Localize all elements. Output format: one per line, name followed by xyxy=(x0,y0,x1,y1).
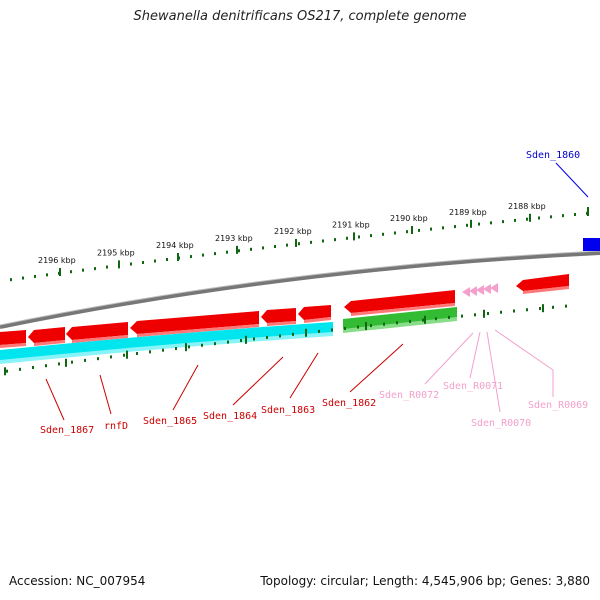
gene-sden-1862[interactable] xyxy=(344,290,455,313)
gene-sden-1867[interactable] xyxy=(0,330,26,345)
ruler-major-tick xyxy=(118,260,120,269)
ruler-major-tick xyxy=(177,253,179,262)
ruler-labels: 2196 kbp 2195 kbp 2194 kbp 2193 kbp 2192 kbp… xyxy=(38,202,546,265)
gene-rnfd[interactable] xyxy=(28,327,65,343)
ruler-major-tick xyxy=(470,219,472,228)
ruler-label: 2189 kbp xyxy=(449,208,487,217)
label-sden-1864: Sden_1864 xyxy=(203,411,257,422)
leader-lines xyxy=(45,162,589,421)
label-sden-1863: Sden_1863 xyxy=(261,405,315,416)
ruler-major-tick xyxy=(236,245,238,254)
ruler-major-tick xyxy=(295,238,297,247)
ruler-label: 2193 kbp xyxy=(215,234,253,243)
label-rnfd: rnfD xyxy=(104,421,128,432)
gene-sden-1860[interactable] xyxy=(583,238,600,251)
genome-backbone xyxy=(0,251,600,329)
ruler-minor-ticks xyxy=(10,211,588,282)
ruler-label: 2195 kbp xyxy=(97,248,135,257)
label-sden-1860: Sden_1860 xyxy=(526,150,580,161)
label-sden-r0071: Sden_R0071 xyxy=(443,381,503,392)
ruler-label: 2196 kbp xyxy=(38,256,76,265)
label-sden-1862: Sden_1862 xyxy=(322,398,376,409)
gene-sden-1861[interactable] xyxy=(516,274,569,291)
label-sden-1867: Sden_1867 xyxy=(40,425,94,436)
inner-ruler-ticks xyxy=(4,304,567,376)
gene-sden-1865[interactable] xyxy=(130,311,259,334)
label-sden-r0072: Sden_R0072 xyxy=(379,390,439,401)
label-sden-1865: Sden_1865 xyxy=(143,416,197,427)
label-sden-r0069: Sden_R0069 xyxy=(528,400,588,411)
map-title: Shewanella denitrificans OS217, complete… xyxy=(133,9,467,24)
forward-strand-genes xyxy=(0,274,569,348)
ruler-major-tick xyxy=(411,226,413,235)
gene-sden-1864[interactable] xyxy=(261,308,296,323)
label-sden-r0070: Sden_R0070 xyxy=(471,418,531,429)
gene-sden-1863[interactable] xyxy=(298,305,331,320)
ruler-major-ticks xyxy=(59,207,589,277)
gene-labels: Sden_1860 Sden_1867 rnfD Sden_1865 Sden_… xyxy=(40,150,588,436)
ruler-label: 2194 kbp xyxy=(156,241,194,250)
rna-features xyxy=(462,283,498,297)
accession-text: Accession: NC_007954 xyxy=(9,574,146,588)
ruler-major-tick xyxy=(59,268,61,277)
ruler-label: 2188 kbp xyxy=(508,202,546,211)
gene-sden-1866[interactable] xyxy=(66,322,128,340)
ruler-label: 2191 kbp xyxy=(332,220,370,229)
ruler-label: 2190 kbp xyxy=(390,214,428,223)
ruler-major-tick xyxy=(353,232,355,241)
ruler-major-tick xyxy=(529,213,531,222)
genome-stats-text: Topology: circular; Length: 4,545,906 bp… xyxy=(260,574,590,588)
ruler-label: 2192 kbp xyxy=(274,227,312,236)
